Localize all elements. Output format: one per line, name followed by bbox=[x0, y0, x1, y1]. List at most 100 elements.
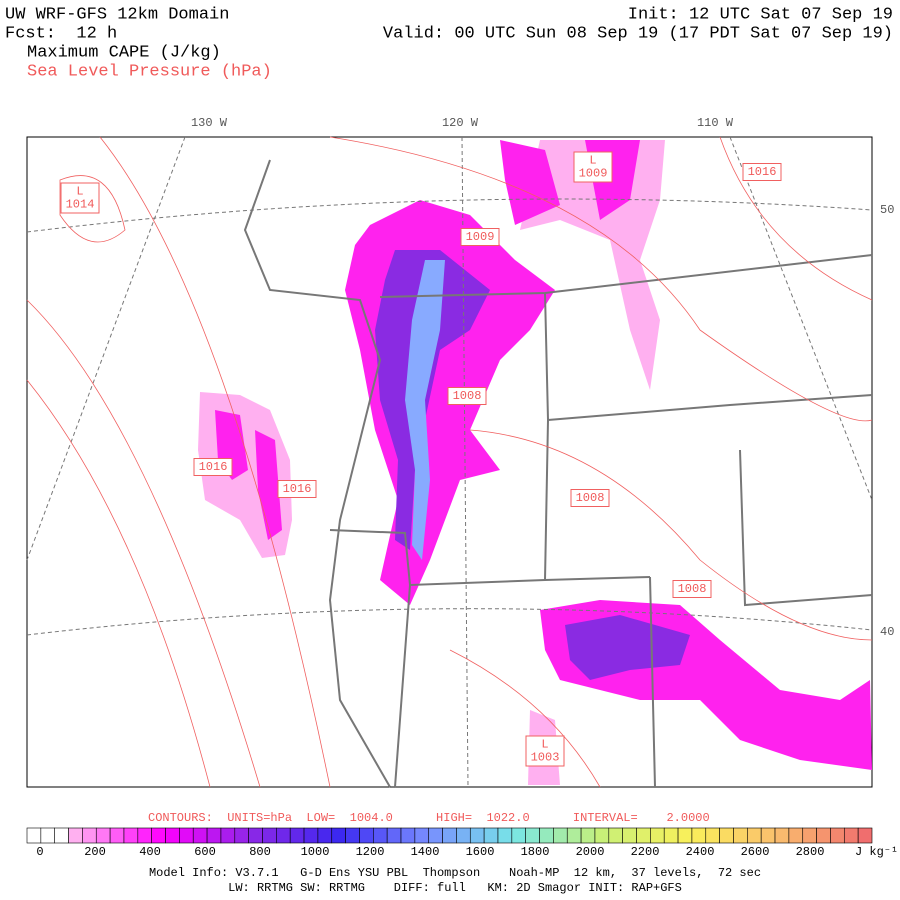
colorbar-box bbox=[525, 827, 540, 844]
colorbar-box bbox=[137, 827, 152, 844]
colorbar-box bbox=[40, 827, 56, 844]
valid-time: Valid: 00 UTC Sun 08 Sep 19 (17 PDT Sat … bbox=[383, 24, 893, 43]
colorbar-box bbox=[663, 827, 679, 844]
latitude-label: 40 bbox=[880, 625, 894, 639]
pressure-label: 1008 bbox=[678, 582, 707, 596]
colorbar-label: 1200 bbox=[356, 845, 385, 859]
colorbar-label: 2400 bbox=[686, 845, 715, 859]
colorbar-box bbox=[95, 827, 111, 844]
colorbar-box bbox=[622, 827, 637, 844]
pressure-label: L 1014 bbox=[66, 185, 95, 212]
model-info: Model Info: V3.7.1 G-D Ens YSU PBL Thomp… bbox=[149, 866, 761, 880]
colorbar-unit: J kg⁻¹ bbox=[855, 845, 898, 859]
colorbar-box bbox=[359, 827, 374, 844]
pressure-label-box bbox=[525, 735, 565, 767]
pressure-label: 1008 bbox=[576, 491, 605, 505]
colorbar-box bbox=[303, 827, 319, 844]
init-time: Init: 12 UTC Sat 07 Sep 19 bbox=[628, 5, 893, 24]
map: 130 W 120 W 110 W 50 40 L 1014 L 1009 1016 1009 1… bbox=[26, 116, 894, 788]
pressure-label-box bbox=[573, 151, 613, 183]
colorbar-box bbox=[373, 827, 388, 844]
colorbar-box bbox=[345, 827, 360, 844]
colorbar-box bbox=[497, 827, 513, 844]
colorbar-box bbox=[774, 827, 790, 844]
colorbar-box bbox=[747, 827, 762, 844]
colorbar-label: 1600 bbox=[466, 845, 495, 859]
colorbar-box bbox=[691, 827, 707, 844]
pressure-labels: L 1014 L 1009 1016 1009 1008 1016 1016 1008 1008 L 1… bbox=[60, 151, 782, 767]
colorbar-label: 2600 bbox=[741, 845, 770, 859]
pressure-label-box bbox=[193, 458, 233, 476]
colorbar-box bbox=[830, 827, 845, 844]
colorbar-box bbox=[151, 827, 166, 844]
contour-info: CONTOURS: UNITS=hPa LOW= 1004.0 HIGH= 10… bbox=[148, 811, 710, 825]
colorbar-box bbox=[414, 827, 430, 844]
colorbar-box bbox=[289, 827, 305, 844]
pressure-label-box bbox=[570, 489, 610, 507]
colorbar-box bbox=[580, 827, 596, 844]
pressure-label-box bbox=[447, 387, 487, 405]
colorbar-box bbox=[248, 827, 263, 844]
pressure-label: 1016 bbox=[283, 482, 312, 496]
colorbar-box bbox=[386, 827, 402, 844]
colorbar-box bbox=[483, 827, 499, 844]
colorbar-label: 200 bbox=[84, 845, 106, 859]
borders bbox=[243, 159, 873, 788]
pressure-label-box bbox=[60, 182, 100, 214]
colorbar-box bbox=[26, 827, 42, 844]
colorbar-label: 800 bbox=[249, 845, 271, 859]
pressure-label: 1008 bbox=[453, 389, 482, 403]
colorbar-box bbox=[677, 827, 693, 844]
latitude-labels: 50 40 bbox=[880, 203, 894, 639]
colorbar-box bbox=[317, 827, 333, 844]
colorbar-box bbox=[594, 827, 610, 844]
pressure-label-box bbox=[742, 163, 782, 181]
longitude-label: 110 W bbox=[697, 116, 734, 130]
pressure-label-box bbox=[277, 480, 317, 498]
colorbar-label: 2800 bbox=[796, 845, 825, 859]
model-physics: LW: RRTMG SW: RRTMG DIFF: full KM: 2D Sm… bbox=[228, 881, 682, 895]
colorbar: 0 200 400 600 800 1000 1200 1400 1600 1800 2000 220… bbox=[26, 827, 873, 859]
pressure-label: 1016 bbox=[199, 460, 228, 474]
colorbar-box bbox=[276, 827, 291, 844]
colorbar-box bbox=[179, 827, 194, 844]
cape-purple bbox=[375, 250, 690, 680]
longitude-label: 120 W bbox=[442, 116, 479, 130]
colorbar-box bbox=[511, 827, 526, 844]
colorbar-box bbox=[843, 827, 859, 844]
pressure-label: L 1009 bbox=[579, 154, 608, 181]
pressure-label-box bbox=[460, 228, 500, 246]
colorbar-box bbox=[442, 827, 457, 844]
colorbar-box bbox=[733, 827, 748, 844]
colorbar-box bbox=[636, 827, 651, 844]
longitude-label: 130 W bbox=[191, 116, 228, 130]
colorbar-box bbox=[553, 827, 568, 844]
colorbar-box bbox=[109, 827, 125, 844]
contour-field: Sea Level Pressure (hPa) bbox=[27, 62, 272, 81]
colorbar-label: 1000 bbox=[301, 845, 330, 859]
model-title: UW WRF-GFS 12km Domain bbox=[5, 5, 229, 24]
colorbar-box bbox=[469, 827, 485, 844]
colorbar-box bbox=[608, 827, 623, 844]
longitude-labels: 130 W 120 W 110 W bbox=[191, 116, 734, 130]
colorbar-label: 400 bbox=[139, 845, 161, 859]
colorbar-box bbox=[566, 827, 582, 844]
colorbar-box bbox=[262, 827, 277, 844]
latitude-label: 50 bbox=[880, 203, 894, 217]
colorbar-label: 600 bbox=[194, 845, 216, 859]
colorbar-label: 0 bbox=[36, 845, 43, 859]
colorbar-box bbox=[705, 827, 720, 844]
colorbar-box bbox=[165, 827, 180, 844]
forecast-hour: Fcst: 12 h bbox=[5, 24, 117, 43]
colorbar-box bbox=[82, 827, 97, 844]
colorbar-box bbox=[220, 827, 236, 844]
colorbar-box bbox=[206, 827, 222, 844]
colorbar-box bbox=[802, 827, 817, 844]
colorbar-box bbox=[68, 827, 83, 844]
colorbar-box bbox=[428, 827, 443, 844]
pressure-contours bbox=[26, 136, 873, 788]
colorbar-box bbox=[123, 827, 139, 844]
colorbar-box bbox=[788, 827, 804, 844]
colorbar-box bbox=[650, 827, 665, 844]
pressure-label: L 1003 bbox=[531, 738, 560, 765]
